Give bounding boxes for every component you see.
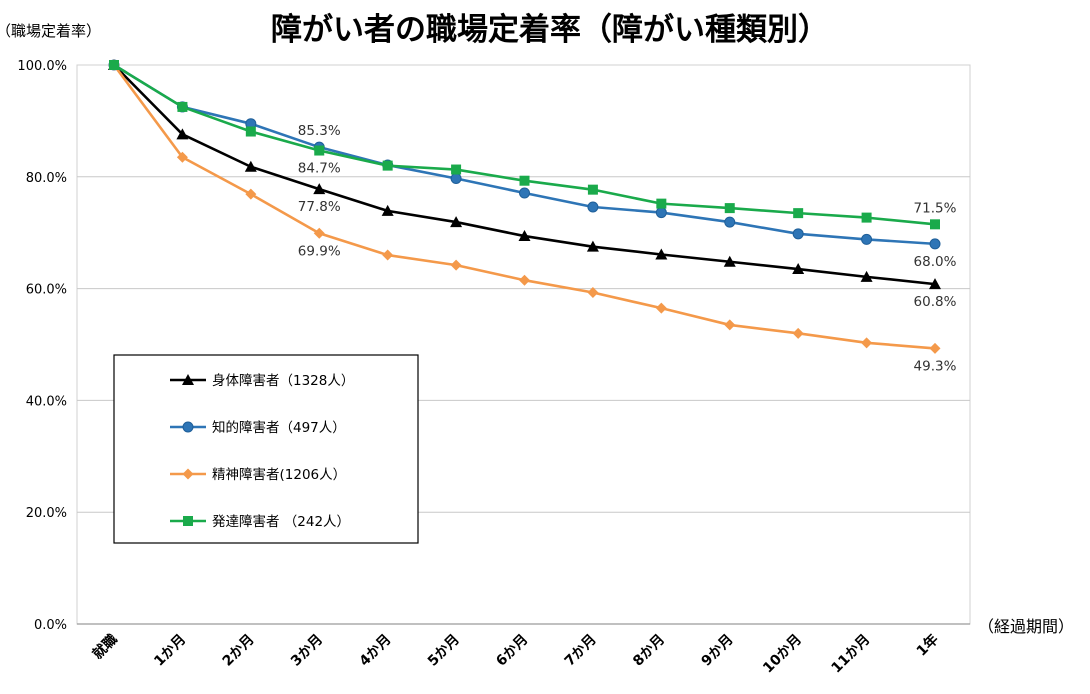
data-labels: 85.3% 84.7% 77.8% 69.9% 71.5% 68.0% 60.8% 49.3% [298, 123, 957, 374]
data-point [792, 327, 804, 339]
data-point [861, 337, 873, 349]
data-point [792, 228, 804, 240]
x-tick-label: 2か月 [220, 632, 258, 670]
data-point [861, 212, 872, 223]
x-tick-label: 7か月 [562, 632, 600, 670]
data-label: 60.8% [914, 294, 957, 310]
data-point [519, 187, 530, 199]
x-tick-label: 11か月 [829, 632, 874, 677]
data-point [519, 175, 530, 186]
data-point [929, 278, 941, 290]
data-point [109, 60, 119, 70]
chart-title: 障がい者の職場定着率（障がい種類別） [271, 12, 829, 48]
y-tick-label: 60.0% [26, 283, 67, 298]
y-tick-label: 40.0% [26, 394, 67, 409]
data-point [176, 151, 188, 163]
data-point [518, 230, 531, 242]
data-label: 71.5% [914, 200, 957, 216]
data-point [183, 516, 193, 526]
data-point [587, 201, 599, 213]
data-label: 68.0% [914, 254, 957, 270]
data-point [724, 203, 735, 214]
data-point [929, 238, 941, 250]
y-tick-label: 100.0% [17, 59, 67, 74]
data-point [793, 208, 804, 219]
data-point [451, 164, 462, 175]
data-point [861, 233, 873, 245]
series-diamond [108, 59, 941, 354]
data-point [860, 270, 873, 282]
x-tick-label: 5か月 [425, 632, 463, 670]
x-tick-label: 1年 [913, 631, 942, 660]
series-square [109, 60, 940, 230]
data-point [182, 374, 194, 385]
series-line [113, 64, 936, 286]
data-point [176, 128, 189, 140]
data-label: 84.7% [298, 161, 341, 177]
series-group [108, 59, 941, 354]
data-point [382, 249, 394, 261]
y-tick-label: 20.0% [26, 506, 67, 521]
data-point [182, 421, 194, 433]
x-axis-label: （経過期間） [978, 617, 1074, 636]
x-tick-label: 4か月 [356, 632, 394, 670]
y-axis-ticks: 0.0% 20.0% 40.0% 60.0% 80.0% 100.0% [17, 59, 67, 633]
data-label: 69.9% [298, 243, 341, 259]
data-point [587, 287, 599, 299]
data-point [930, 219, 940, 230]
x-axis-ticks: 就職 1か月 2か月 3か月 4か月 5か月 6か月 7か月 8か月 9か月 10か月 11か月 1年 [89, 631, 942, 677]
legend-entry: 精神障害者(1206人） [212, 467, 346, 483]
data-point [723, 255, 736, 267]
x-tick-label: 9か月 [699, 632, 737, 670]
x-tick-label: 6か月 [493, 632, 531, 670]
data-point [450, 216, 463, 228]
x-tick-label: 3か月 [288, 632, 326, 670]
series-line [113, 63, 936, 226]
data-label: 85.3% [298, 123, 341, 139]
data-point [655, 302, 667, 314]
x-tick-label: 8か月 [630, 632, 668, 670]
series-line [113, 63, 936, 246]
x-tick-label: 就職 [89, 631, 121, 663]
legend-entry: 知的障害者（497人） [212, 419, 346, 436]
x-tick-label: 10か月 [760, 632, 805, 677]
data-point [182, 468, 194, 480]
legend: 身体障害者（1328人） 知的障害者（497人） 精神障害者(1206人） 発達障害者… [113, 354, 419, 544]
data-point [450, 259, 462, 271]
data-point [244, 160, 257, 172]
data-point [929, 342, 941, 354]
data-point [586, 240, 599, 252]
data-point [314, 145, 325, 156]
legend-box [113, 354, 419, 544]
data-point [245, 188, 257, 200]
data-point [724, 216, 736, 228]
legend-entry: 発達障害者 （242人） [212, 514, 350, 530]
series-triangle [108, 59, 941, 290]
data-point [177, 101, 188, 112]
y-tick-label: 0.0% [34, 618, 67, 633]
series-line [112, 64, 936, 350]
data-label: 49.3% [914, 358, 957, 374]
data-point [724, 319, 736, 331]
data-point [587, 184, 598, 195]
data-point [519, 274, 530, 286]
y-axis-label: （職場定着率） [0, 22, 101, 40]
data-label: 77.8% [298, 199, 341, 215]
data-point [450, 172, 462, 184]
data-point [792, 263, 805, 275]
data-point [313, 183, 326, 195]
data-point [382, 160, 393, 171]
legend-entry: 身体障害者（1328人） [212, 373, 354, 389]
y-tick-label: 80.0% [26, 171, 67, 186]
data-point [656, 198, 667, 209]
x-tick-label: 1か月 [151, 632, 189, 670]
data-point [655, 248, 668, 260]
data-point [381, 204, 394, 216]
data-point [313, 227, 325, 239]
data-point [245, 126, 256, 137]
series-circle [108, 59, 941, 250]
data-point [655, 207, 667, 219]
